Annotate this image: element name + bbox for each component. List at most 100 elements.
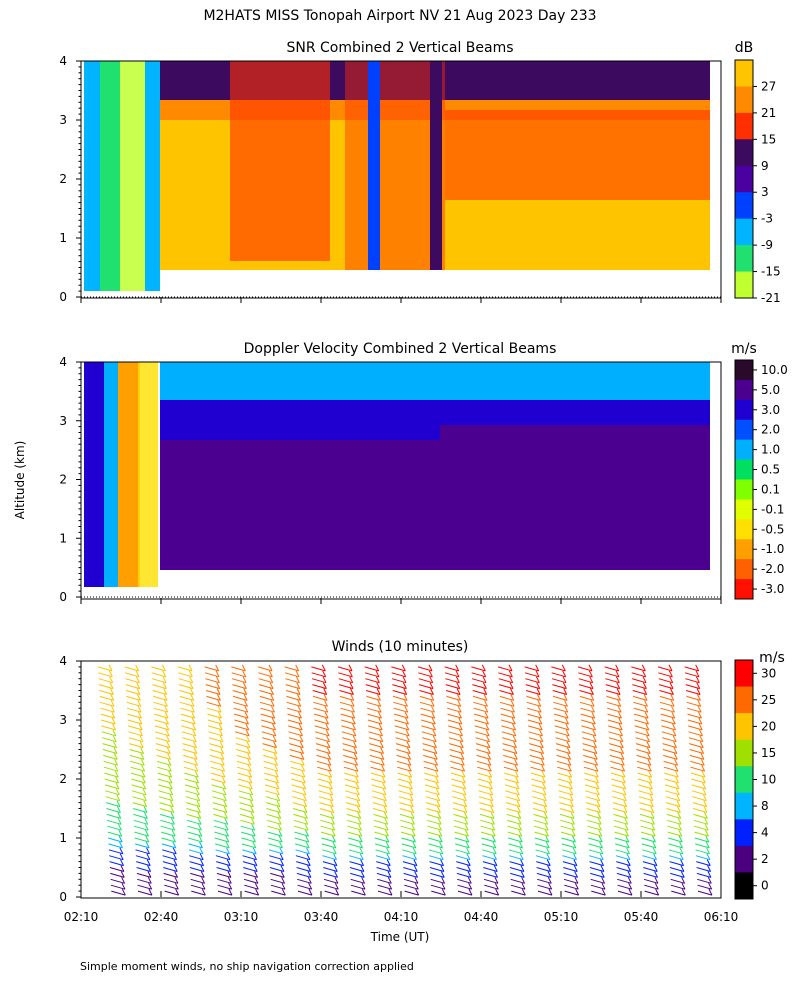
wind-barb xyxy=(295,843,310,849)
wind-barb-flag xyxy=(135,664,140,672)
wind-barb-flag xyxy=(111,711,116,719)
wind-barb-flag xyxy=(600,859,605,866)
wind-barb xyxy=(312,695,328,701)
wind-barb-flag xyxy=(404,711,409,719)
wind-barb xyxy=(323,872,338,878)
wind-barb-flag xyxy=(255,888,260,896)
wind-barb xyxy=(670,872,685,878)
wind-barb-flag xyxy=(381,770,386,778)
wind-barb xyxy=(204,666,219,672)
wind-barb xyxy=(262,737,277,743)
wind-barb xyxy=(667,831,682,837)
wind-barb xyxy=(159,808,174,813)
wind-barb xyxy=(506,808,521,813)
wind-barb-flag xyxy=(571,818,575,825)
wind-barb-flag xyxy=(272,723,276,731)
wind-barb-flag xyxy=(621,776,626,784)
wind-barb-flag xyxy=(193,747,198,754)
wind-barb xyxy=(608,725,623,731)
wind-barb-flag xyxy=(595,782,600,790)
wind-barb xyxy=(323,878,339,884)
wind-barb-flag xyxy=(241,664,246,672)
wind-barb xyxy=(585,796,600,802)
wind-barb-flag xyxy=(564,705,569,713)
x-tick-label: 03:40 xyxy=(304,910,339,924)
wind-barb xyxy=(403,878,419,884)
wind-barb xyxy=(419,690,434,695)
wind-barb-flag xyxy=(113,747,118,754)
wind-barb xyxy=(530,760,545,766)
wind-barb xyxy=(418,678,433,684)
wind-barb-flag xyxy=(408,770,413,778)
wind-barb-flag xyxy=(269,682,274,689)
wind-barb xyxy=(153,707,168,713)
snr-lowest-gates xyxy=(160,270,710,292)
wind-barb-flag xyxy=(189,688,194,695)
wind-barb-flag xyxy=(270,700,275,707)
wind-barb xyxy=(152,695,168,701)
wind-barb xyxy=(588,837,603,843)
wind-barb xyxy=(537,884,552,890)
y-tick-label: 0 xyxy=(59,590,67,604)
y-tick-label: 1 xyxy=(59,831,67,845)
wind-barb xyxy=(315,731,330,737)
wind-barb-flag xyxy=(509,682,514,689)
wind-barb-flag xyxy=(567,759,572,766)
wind-barb xyxy=(559,813,575,819)
wind-barb xyxy=(692,808,708,813)
wind-barb-flag xyxy=(306,859,311,866)
wind-barb-flag xyxy=(458,723,463,731)
wind-barb xyxy=(289,749,304,754)
wind-barb-flag xyxy=(249,788,254,796)
wind-barb xyxy=(471,678,487,684)
wind-barb-flag xyxy=(380,753,385,760)
wind-barb xyxy=(211,778,226,784)
wind-barb xyxy=(323,867,338,872)
wind-barb-flag xyxy=(438,835,443,843)
wind-barb-flag xyxy=(680,865,685,872)
wind-barb-flag xyxy=(672,723,676,731)
wind-barb-flag xyxy=(252,841,257,849)
wind-barb-flag xyxy=(254,871,259,878)
wind-barb xyxy=(205,678,220,684)
wind-barb-flag xyxy=(650,806,655,813)
wind-barb-flag xyxy=(173,865,178,872)
wind-barb xyxy=(154,719,169,725)
wind-barb xyxy=(428,843,443,849)
wind-barb-flag xyxy=(275,782,280,790)
wind-barb-flag xyxy=(375,670,380,678)
wind-barb-flag xyxy=(548,888,553,896)
wind-barb xyxy=(668,849,684,855)
wind-barb-flag xyxy=(594,770,599,778)
wind-barb xyxy=(132,796,147,802)
wind-barb-flag xyxy=(194,770,199,778)
wind-barb xyxy=(531,778,546,784)
wind-barb-flag xyxy=(595,788,600,796)
wind-barb-flag xyxy=(615,670,620,678)
wind-barb xyxy=(631,666,646,672)
wind-barb-flag xyxy=(143,800,148,807)
wind-barb xyxy=(400,825,415,831)
wind-barb-flag xyxy=(228,888,233,896)
wind-barb xyxy=(617,878,632,884)
wind-barb-flag xyxy=(703,806,708,813)
wind-barb-flag xyxy=(596,806,601,813)
wind-barb xyxy=(695,843,710,849)
wind-barb-flag xyxy=(279,853,284,860)
wind-barb xyxy=(558,790,573,796)
wind-barb xyxy=(457,884,472,890)
wind-barb-flag xyxy=(594,764,599,772)
wind-barb-flag xyxy=(649,788,654,796)
wind-barb xyxy=(395,731,410,737)
wind-barb xyxy=(377,878,392,884)
wind-barb-flag xyxy=(592,729,597,737)
wind-barb xyxy=(528,731,543,737)
wind-barb xyxy=(557,778,573,784)
wind-barb-flag xyxy=(644,711,649,719)
wind-barb xyxy=(561,843,576,849)
wind-barb-flag xyxy=(272,729,277,737)
wind-barb xyxy=(477,778,493,784)
wind-barb-flag xyxy=(174,871,179,878)
wind-barb-flag xyxy=(414,882,419,890)
wind-barb xyxy=(392,684,407,690)
